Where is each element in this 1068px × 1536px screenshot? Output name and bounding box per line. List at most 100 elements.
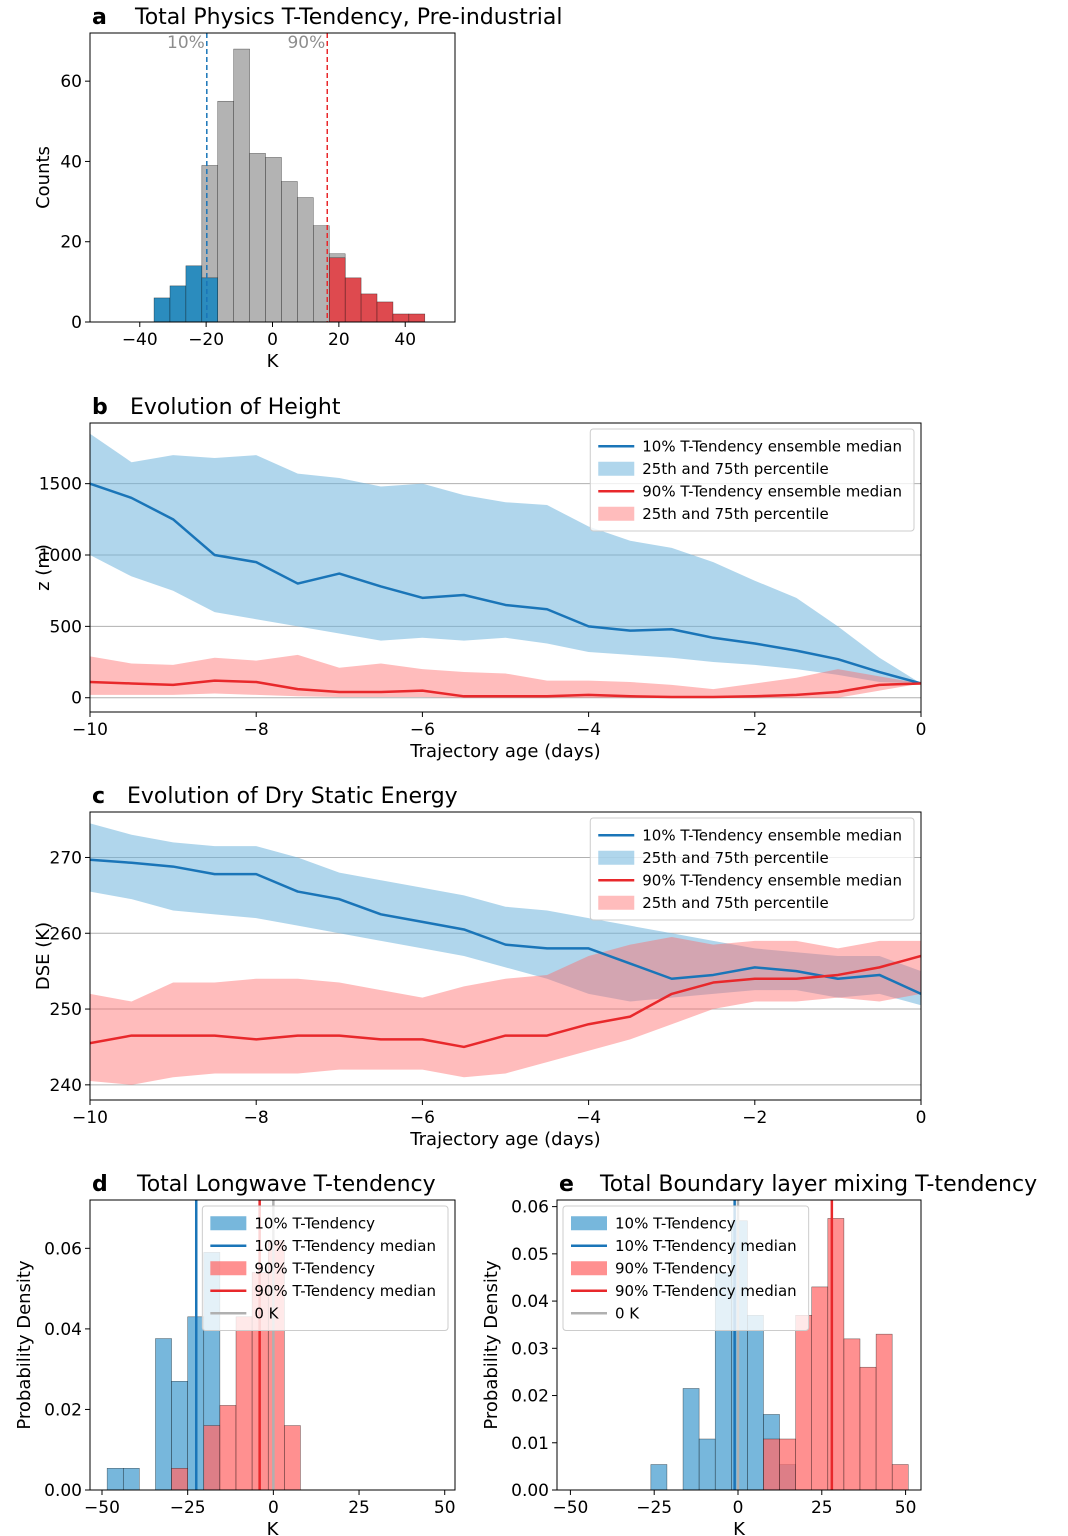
panel: e Total Boundary layer mixing T-tendency −… [481, 1172, 1037, 1536]
hist-bar [203, 1425, 221, 1490]
y-axis-label: z (m) [33, 544, 54, 591]
x-tick-label: −25 [636, 1498, 672, 1518]
plot-area [90, 823, 921, 1085]
axes-frame [89, 422, 922, 713]
legend-label: 10% T-Tendency ensemble median [642, 826, 902, 844]
x-axis-label: K [267, 1519, 280, 1536]
hist-bar [360, 293, 378, 322]
hist-bar [201, 277, 218, 322]
y-tick-label: 0 [71, 689, 82, 709]
chart-title: Evolution of Dry Static Energy [127, 784, 458, 809]
hist-bar [122, 1468, 140, 1490]
panel-label: b [92, 395, 108, 420]
x-tick-label: −8 [244, 1108, 269, 1128]
x-tick-label: 20 [328, 330, 350, 350]
y-tick-label: 0.00 [44, 1481, 82, 1501]
hist-bar [219, 1405, 237, 1490]
x-axis-label: K [267, 351, 280, 372]
hist-bar [153, 297, 171, 322]
legend-patch [598, 461, 635, 476]
legend-box [589, 428, 915, 532]
plot-area [90, 433, 921, 699]
hist-bar [233, 48, 250, 322]
hist-bar [827, 1218, 845, 1490]
x-tick-label: −2 [742, 1108, 767, 1128]
x-tick-label: 50 [434, 1498, 456, 1518]
hist-bar [281, 181, 298, 322]
legend: 10% T-Tendency ensemble median 25th and 7… [589, 817, 915, 921]
hist-bar [169, 285, 187, 322]
chart-title: Total Physics T-Tendency, Pre-industrial [134, 5, 563, 30]
y-tick-label: 20 [60, 233, 82, 253]
hist-bar [843, 1338, 861, 1490]
y-axis-label: Probability Density [481, 1260, 502, 1430]
legend-patch [598, 850, 635, 865]
x-tick-label: 25 [348, 1498, 370, 1518]
hist-bar [185, 265, 203, 322]
y-tick-label: 0.02 [511, 1387, 549, 1407]
legend-box [589, 817, 915, 921]
hist-bar [155, 1338, 172, 1490]
chart-title: Evolution of Height [130, 395, 341, 420]
y-tick-label: 270 [50, 848, 82, 868]
y-tick-label: 260 [50, 924, 82, 944]
x-tick-label: −2 [742, 720, 767, 740]
y-axis-label: Probability Density [14, 1260, 35, 1430]
legend-label: 10% T-Tendency ensemble median [642, 437, 902, 455]
legend-label: 0 K [254, 1304, 279, 1322]
y-tick-label: 0.00 [511, 1481, 549, 1501]
legend-label: 90% T-Tendency ensemble median [642, 482, 902, 500]
panel-label: a [92, 5, 107, 30]
hist-bar [408, 313, 426, 322]
hist-bar [392, 313, 410, 322]
legend-label: 90% T-Tendency ensemble median [642, 871, 902, 889]
hist-bar [235, 1316, 253, 1490]
legend-label: 10% T-Tendency median [254, 1237, 436, 1255]
legend-label: 90% T-Tendency [615, 1259, 736, 1277]
y-tick-label: 0.01 [511, 1434, 549, 1454]
x-tick-label: 0 [733, 1498, 744, 1518]
legend-label: 25th and 75th percentile [642, 460, 829, 478]
panel: a Total Physics T-Tendency, Pre-industria… [33, 5, 563, 372]
y-axis-label: DSE (K) [33, 922, 54, 990]
x-tick-label: −50 [84, 1498, 120, 1518]
y-tick-label: 240 [50, 1076, 82, 1096]
hist-bar [344, 277, 362, 322]
panel: d Total Longwave T-tendency −50 −25 0 25 50 0.0… [14, 1172, 456, 1536]
hist-bar [217, 100, 234, 322]
legend-patch [571, 1216, 607, 1231]
x-tick-label: 25 [811, 1498, 833, 1518]
legend-label: 90% T-Tendency [254, 1259, 375, 1277]
x-tick-label: 40 [394, 330, 416, 350]
x-tick-label: 0 [268, 1498, 279, 1518]
x-axis-label: K [733, 1519, 746, 1536]
x-tick-label: 0 [267, 330, 278, 350]
y-tick-label: 0.04 [511, 1292, 549, 1312]
hist-bar [106, 1468, 124, 1490]
legend-patch [598, 895, 635, 910]
y-tick-label: 60 [60, 72, 82, 92]
x-tick-label: −10 [72, 1108, 108, 1128]
y-tick-label: 0.06 [44, 1239, 82, 1259]
hist-bar [875, 1333, 893, 1490]
panel-label: c [92, 784, 105, 809]
hist-bar [249, 153, 266, 322]
legend-label: 25th and 75th percentile [642, 894, 829, 912]
plot-area [153, 33, 426, 322]
axes-frame [556, 1199, 922, 1491]
legend-label: 10% T-Tendency [615, 1214, 736, 1232]
x-tick-label: −25 [170, 1498, 206, 1518]
legend-patch [598, 506, 635, 521]
y-axis-label: Counts [33, 146, 54, 209]
y-tick-label: 0.06 [511, 1198, 549, 1218]
legend-label: 90% T-Tendency median [615, 1282, 797, 1300]
hist-bar [811, 1286, 829, 1490]
median-line [90, 482, 921, 685]
legend-box [562, 1205, 810, 1331]
legend-box [201, 1205, 449, 1331]
panel-label: d [92, 1172, 108, 1197]
y-tick-label: 1500 [39, 475, 82, 495]
hist-bar [747, 1314, 764, 1490]
x-tick-label: −50 [552, 1498, 588, 1518]
